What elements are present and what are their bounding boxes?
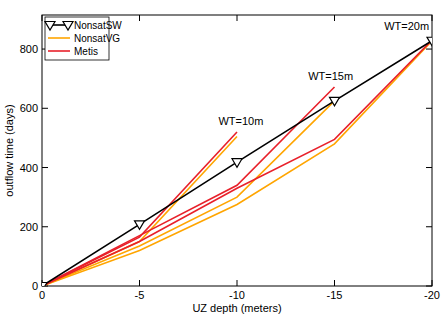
x-tick [432,280,433,286]
series-line [42,41,432,286]
x-tick-label: -15 [327,289,343,301]
x-tick [42,15,43,21]
y-tick-label: 600 [20,102,38,114]
x-tick [432,15,433,21]
y-tick [42,167,48,168]
x-axis-label: UZ depth (meters) [192,302,281,314]
y-tick-label: 400 [20,162,38,174]
legend-line [48,37,70,39]
y-tick [426,108,432,109]
x-tick [334,15,335,21]
legend-marker [45,22,55,31]
series-group [42,37,432,286]
series-line [42,40,432,286]
y-tick-label: 200 [20,221,38,233]
x-tick [139,280,140,286]
y-axis-label: outflow time (days) [3,104,15,196]
y-tick [426,226,432,227]
y-tick [42,226,48,227]
y-tick-label: 0 [32,280,38,292]
legend-marker [63,22,73,31]
y-tick-label: 800 [20,43,38,55]
y-tick [42,108,48,109]
annotation: WT=20m [384,20,429,32]
x-tick [237,15,238,21]
x-tick [139,15,140,21]
series-line [42,41,432,286]
y-tick [426,167,432,168]
chart: 0 -5 -10 -15 -20 0 200 400 600 800 UZ depth (meter… [0,0,445,319]
marker [232,159,242,168]
x-tick [334,280,335,286]
x-tick-label: -20 [424,289,440,301]
x-tick-label: -10 [229,289,245,301]
marker [427,37,432,46]
marker [42,283,47,287]
legend-label: NonsatSW [74,20,122,31]
x-tick-label: 0 [39,289,45,301]
marker [135,221,145,230]
y-tick [426,49,432,50]
legend-label: NonsatVG [74,33,120,44]
legend-label: Metis [74,46,98,57]
x-tick [237,280,238,286]
legend: NonsatSW NonsatVG Metis [45,17,122,60]
legend-line [48,50,70,52]
y-tick [426,286,432,287]
annotation: WT=10m [218,115,263,127]
marker [330,97,340,106]
x-tick-label: -5 [135,289,145,301]
plot-frame [42,15,432,286]
annotation: WT=15m [308,70,353,82]
series-line [42,132,237,286]
series-line [42,87,335,286]
